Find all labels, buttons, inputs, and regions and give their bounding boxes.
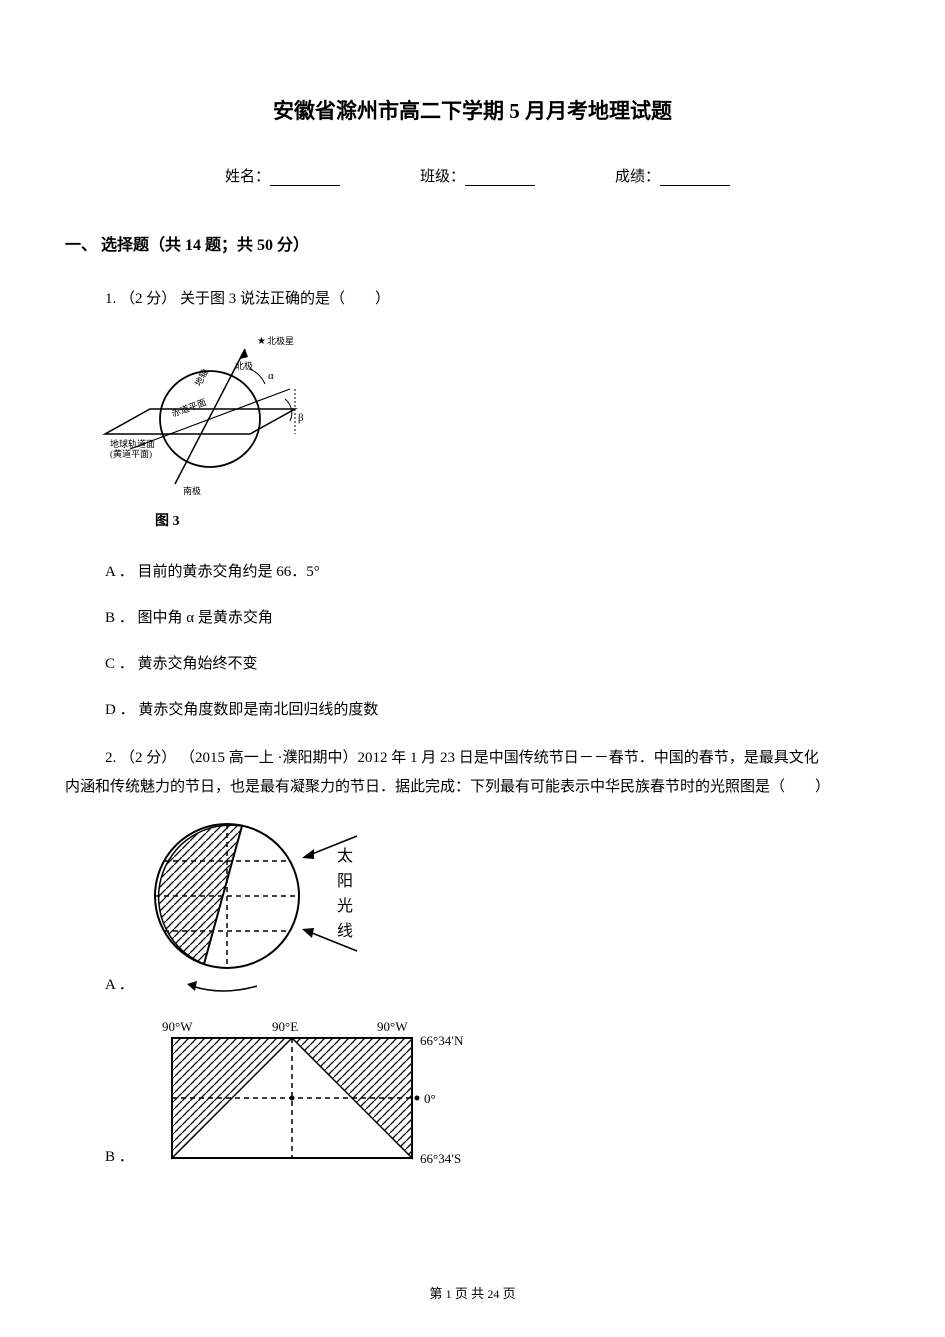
question-1: 1. （2 分） 关于图 3 说法正确的是（ ） 地球轨道面 (黄道平面) 赤道… (65, 285, 880, 722)
header-fields: 姓名： 班级： 成绩： (65, 165, 880, 186)
page-footer: 第 1 页 共 24 页 (0, 1283, 945, 1302)
lon-90e: 90°E (272, 1019, 298, 1034)
beta-label: β (298, 412, 304, 424)
q1-option-d: D ． 黄赤交角度数即是南北回归线的度数 (65, 698, 880, 722)
score-field: 成绩： (615, 165, 730, 186)
class-underline[interactable] (465, 170, 535, 186)
q1-option-a: A ． 目前的黄赤交角约是 66．5° (65, 560, 880, 584)
name-label: 姓名： (225, 165, 270, 186)
footer-middle: 页 共 (452, 1286, 488, 1301)
q2-option-b-letter: B ． (105, 1143, 134, 1174)
lon-90w-right: 90°W (377, 1019, 408, 1034)
q2-option-b: B ． 90°W 90°E 90°W (65, 1013, 880, 1173)
sun-char-1: 太 (337, 847, 353, 865)
lat-0: 0° (424, 1091, 436, 1106)
sun-char-2: 阳 (337, 872, 353, 890)
q1-option-c: C ． 黄赤交角始终不变 (65, 652, 880, 676)
q2-figure-b: 90°W 90°E 90°W 66°34′N 0° 66°34′S (142, 1013, 482, 1173)
class-field: 班级： (420, 165, 535, 186)
orbit-plane-label: 地球轨道面 (110, 438, 155, 449)
footer-suffix: 页 (499, 1286, 515, 1301)
name-field: 姓名： (225, 165, 340, 186)
q1-figure-label: 图 3 (155, 509, 880, 536)
q2-option-a: A ． (65, 801, 880, 1001)
ecliptic-label: (黄道平面) (110, 448, 152, 459)
q1-text: 1. （2 分） 关于图 3 说法正确的是（ ） (65, 285, 880, 314)
sun-char-4: 线 (337, 922, 353, 940)
equator-label: 赤道平面 (170, 396, 208, 419)
q2-text-line1: 2. （2 分） （2015 高一上 ·濮阳期中）2012 年 1 月 23 日… (65, 744, 880, 773)
class-label: 班级： (420, 165, 465, 186)
q2-option-a-letter: A ． (105, 971, 134, 1002)
name-underline[interactable] (270, 170, 340, 186)
polaris-label: 北极星 (267, 335, 294, 346)
page-total: 24 (487, 1287, 499, 1301)
south-pole-label: 南极 (183, 485, 201, 496)
axis-label: 地轴 (192, 366, 210, 387)
lat-66s: 66°34′S (420, 1151, 461, 1166)
question-2: 2. （2 分） （2015 高一上 ·濮阳期中）2012 年 1 月 23 日… (65, 744, 880, 1173)
q2-text-line2: 内涵和传统魅力的节日，也是最有凝聚力的节日．据此完成：下列最有可能表示中华民族春… (65, 773, 880, 802)
q1-figure: 地球轨道面 (黄道平面) 赤道平面 地轴 北极 ★ 北极星 南极 (95, 329, 880, 536)
page-title: 安徽省滁州市高二下学期 5 月月考地理试题 (65, 95, 880, 125)
section-header: 一、 选择题（共 14 题；共 50 分） (65, 231, 880, 255)
footer-prefix: 第 (429, 1286, 445, 1301)
q1-option-b: B ． 图中角 α 是黄赤交角 (65, 606, 880, 630)
q2-figure-a: 太 阳 光 线 (142, 801, 372, 1001)
score-underline[interactable] (660, 170, 730, 186)
sun-char-3: 光 (337, 897, 353, 915)
alpha-label: α (268, 370, 274, 382)
lon-90w-left: 90°W (162, 1019, 193, 1034)
svg-text:★: ★ (257, 336, 266, 347)
score-label: 成绩： (615, 165, 660, 186)
lat-66n: 66°34′N (420, 1033, 464, 1048)
